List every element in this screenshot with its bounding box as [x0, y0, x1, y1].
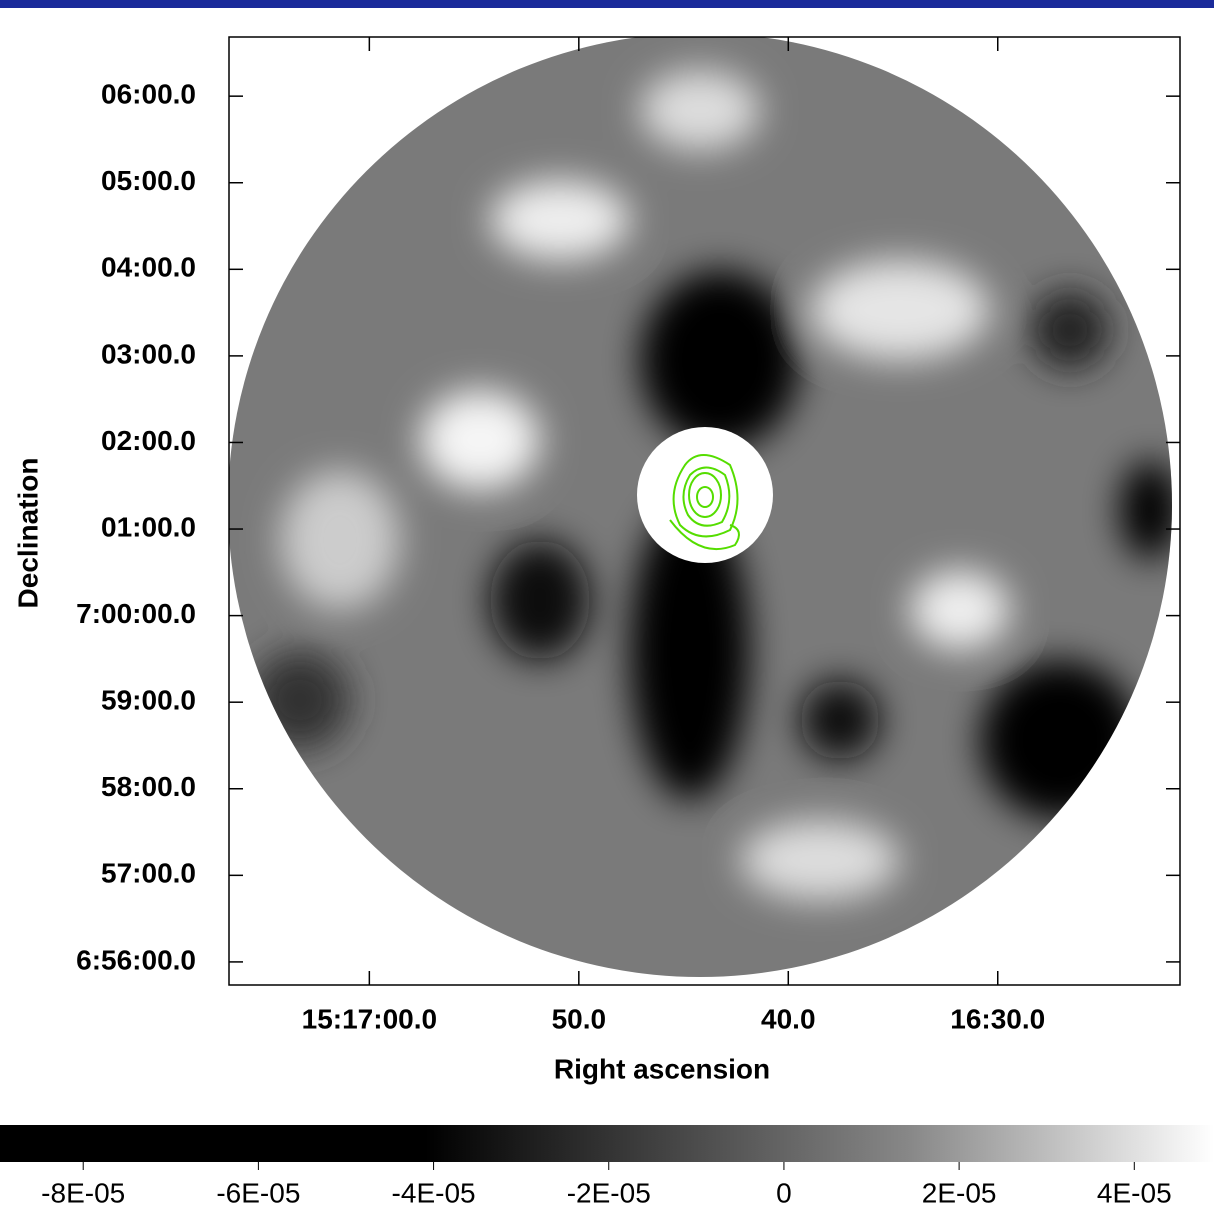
y-tick-label: 57:00.0: [101, 858, 196, 889]
y-tick-label: 59:00.0: [101, 685, 196, 716]
contours: [669, 454, 740, 551]
y-tick-label: 01:00.0: [101, 511, 196, 542]
x-tick-label: 40.0: [761, 1003, 816, 1034]
y-tick-label: 04:00.0: [101, 252, 196, 283]
colorbar-tick-label: 0: [776, 1177, 792, 1208]
y-tick-label: 58:00.0: [101, 771, 196, 802]
y-tick-label: 06:00.0: [101, 79, 196, 110]
y-tick-label: 6:56:00.0: [76, 944, 196, 975]
colorbar-tick-label: -8E-05: [41, 1177, 125, 1208]
colorbar-tick-label: -4E-05: [392, 1177, 476, 1208]
y-tick-label: 03:00.0: [101, 338, 196, 369]
x-tick-label: 15:17:00.0: [302, 1003, 437, 1034]
image: [229, 37, 1172, 977]
y-tick-label: 05:00.0: [101, 165, 196, 196]
y-axis-label: Declination: [12, 458, 43, 609]
y-tick-label: 7:00:00.0: [76, 598, 196, 629]
plot-frame: [228, 36, 1181, 986]
x-axis-label: Right ascension: [554, 1053, 770, 1084]
colorbar: [0, 1125, 1214, 1162]
y-tick-label: 02:00.0: [101, 425, 196, 456]
top-bar: [0, 0, 1214, 8]
colorbar-tick-label: 2E-05: [922, 1177, 997, 1208]
colorbar-tick-label: -2E-05: [567, 1177, 651, 1208]
x-tick-label: 16:30.0: [950, 1003, 1045, 1034]
colorbar-tick-label: -6E-05: [216, 1177, 300, 1208]
colorbar-axis: -8E-05 -6E-05 -4E-05 -2E-05 0 2E-05 4E-05: [41, 1162, 1172, 1208]
x-tick-label: 50.0: [552, 1003, 607, 1034]
colorbar-tick-label: 4E-05: [1097, 1177, 1172, 1208]
